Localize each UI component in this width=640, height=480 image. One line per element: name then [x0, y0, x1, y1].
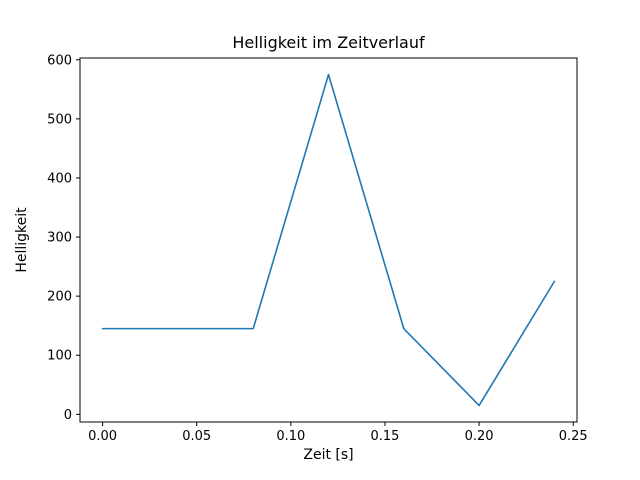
y-tick-label: 400: [47, 171, 72, 186]
y-tick-label: 0: [64, 408, 72, 423]
x-tick-label: 0.10: [276, 429, 305, 444]
y-tick-label: 300: [47, 231, 72, 246]
x-tick-label: 0.05: [182, 429, 211, 444]
x-tick-label: 0.00: [88, 429, 117, 444]
data-line-helligkeit: [101, 73, 556, 407]
y-tick-label: 100: [47, 349, 72, 364]
x-tick-label: 0.15: [371, 429, 400, 444]
y-tick-label: 200: [47, 290, 72, 305]
x-tick-label: 0.25: [559, 429, 588, 444]
chart-title: Helligkeit im Zeitverlauf: [232, 33, 425, 52]
x-axis-label: Zeit [s]: [303, 447, 354, 463]
x-tick-label: 0.20: [465, 429, 494, 444]
axes-spines: [79, 57, 578, 423]
y-tick-label: 500: [47, 112, 72, 127]
y-tick-label: 600: [47, 53, 72, 68]
